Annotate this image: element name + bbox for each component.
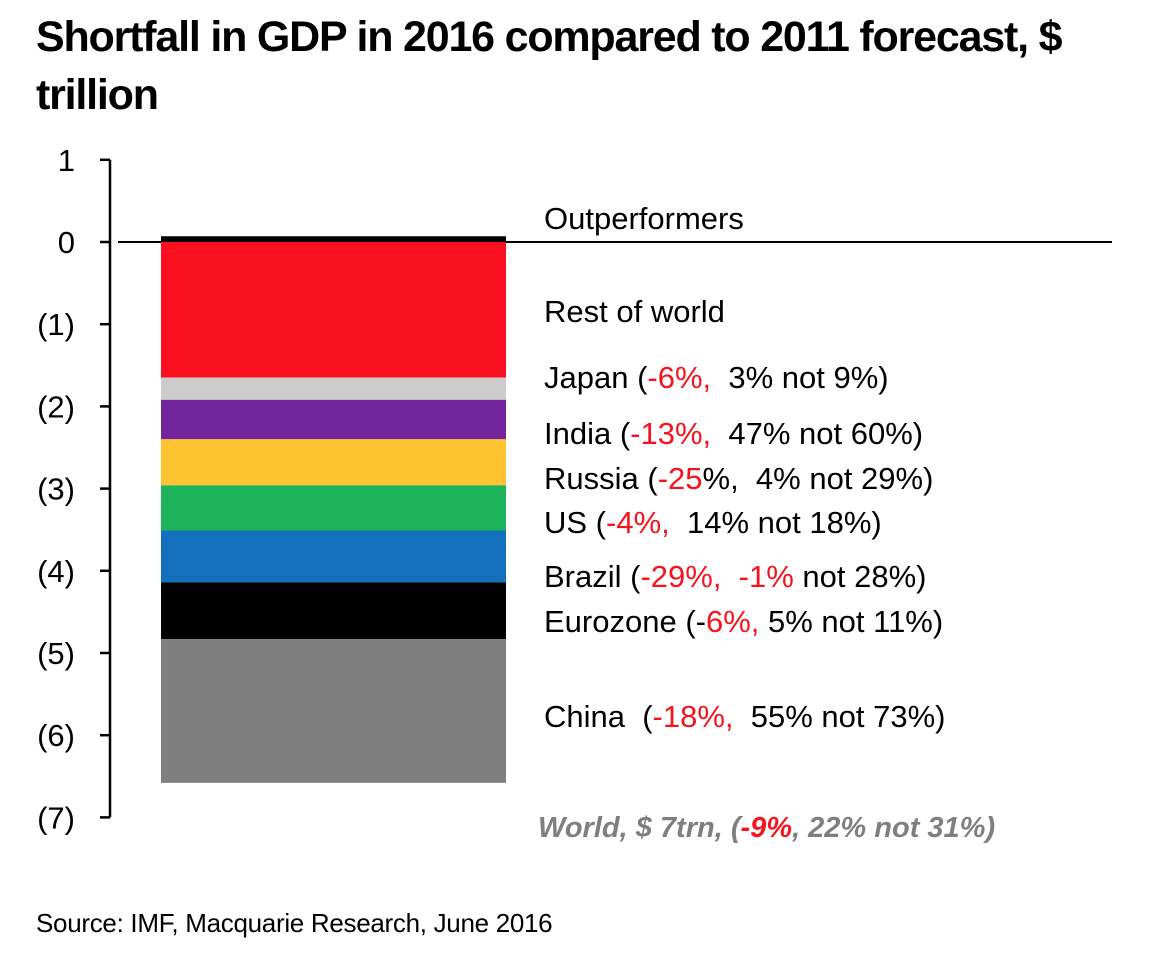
label-text: 55% not 73%)	[734, 699, 946, 734]
bar-segment-us	[161, 485, 506, 531]
highlight-value: -6%,	[647, 360, 711, 395]
chart-plot: 1 0 (1) (2) (3) (4) (5) (6) (7) Outperformers Res…	[37, 143, 1112, 844]
label-text: India (	[544, 416, 631, 451]
highlight-value: -4%,	[606, 505, 670, 540]
source-note: Source: IMF, Macquarie Research, June 20…	[36, 908, 553, 938]
y-tick-label: (6)	[37, 718, 75, 753]
label-text: , 22% not 31%)	[791, 812, 995, 844]
highlight-value: 6%,	[706, 604, 759, 639]
y-tick-label: (1)	[37, 307, 75, 342]
label-text: US (	[544, 505, 607, 540]
highlight-value: -13%,	[630, 416, 711, 451]
world-total-label: World, $ 7trn, (-9%, 22% not 31%)	[538, 812, 995, 844]
label-text: Japan (	[544, 360, 648, 395]
bar-segment-india	[161, 399, 506, 440]
y-tick-label: (5)	[37, 636, 75, 671]
bar-segment-russia	[161, 439, 506, 486]
highlight-value: -29%, -1%	[640, 559, 793, 594]
highlight-value: -25	[658, 461, 703, 496]
label-text: Rest of world	[544, 294, 725, 329]
y-tick-label: (7)	[37, 800, 75, 835]
segment-label-brazil: Brazil (-29%, -1% not 28%)	[544, 559, 927, 594]
segment-label-india: India (-13%, 47% not 60%)	[544, 416, 923, 451]
label-text: 5% not 11%)	[759, 604, 943, 639]
label-text: Brazil (	[544, 559, 641, 594]
highlight-value: -18%,	[653, 699, 734, 734]
bar-segment-brazil	[161, 530, 506, 583]
y-tick-label: 0	[58, 225, 75, 260]
segment-label-eurozone: Eurozone (-6%, 5% not 11%)	[544, 604, 943, 639]
bar-segment-eurozone	[161, 582, 506, 640]
label-text: Outperformers	[544, 201, 744, 236]
label-text: 14% not 18%)	[670, 505, 882, 540]
label-text: World, $ 7trn, (	[538, 812, 744, 844]
bar-segment-china	[161, 639, 506, 783]
label-text: 47% not 60%)	[711, 416, 923, 451]
segment-label-russia: Russia (-25%, 4% not 29%)	[544, 461, 933, 496]
stacked-bar	[161, 236, 506, 783]
label-text: %, 4% not 29%)	[703, 461, 934, 496]
label-text: not 28%)	[794, 559, 927, 594]
segment-label-japan: Japan (-6%, 3% not 9%)	[544, 360, 889, 395]
segment-label-outperformers: Outperformers	[544, 201, 744, 236]
y-axis: 1 0 (1) (2) (3) (4) (5) (6) (7)	[37, 143, 1112, 835]
y-tick-label: (4)	[37, 554, 75, 589]
bar-segment-rest-of-world	[161, 242, 506, 378]
label-text: 3% not 9%)	[711, 360, 888, 395]
segment-label-china: China (-18%, 55% not 73%)	[544, 699, 946, 734]
segment-labels: Outperformers Rest of world Japan (-6%, 3%…	[538, 201, 995, 844]
highlight-value: -9%	[740, 812, 792, 844]
chart-title: Shortfall in GDP in 2016 compared to 201…	[36, 13, 1063, 119]
y-tick-label: (2)	[37, 389, 75, 424]
bar-segment-japan	[161, 377, 506, 400]
label-text: Russia (	[544, 461, 658, 496]
segment-label-us: US (-4%, 14% not 18%)	[544, 505, 882, 540]
label-text: Eurozone (-	[544, 604, 706, 639]
y-tick-label: (3)	[37, 472, 75, 507]
segment-label-rest-of-world: Rest of world	[544, 294, 725, 329]
y-tick-label: 1	[58, 143, 75, 178]
bar-segment-outperformers	[161, 236, 506, 242]
label-text: China (	[544, 699, 653, 734]
